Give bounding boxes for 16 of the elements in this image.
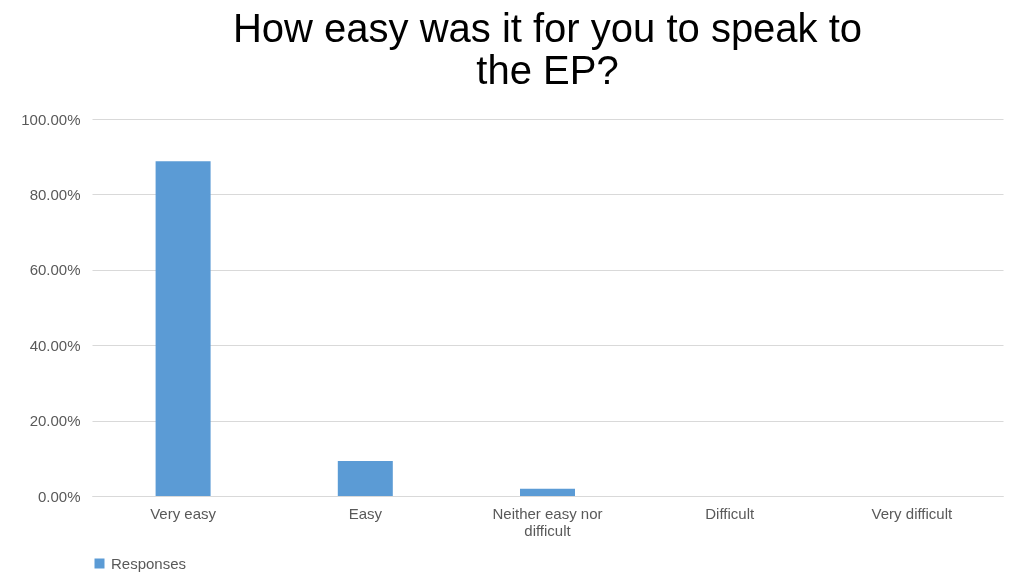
x-tick-label: Neither easy nor difficult [492,504,603,539]
y-tick-label: 80.00% [29,185,81,203]
chart-title: How easy was it for you to speak to the EP? [232,6,863,92]
legend-label: Responses [111,554,187,572]
y-tick-label: 20.00% [29,412,81,430]
y-tick-label: 40.00% [29,336,81,354]
x-tick-label: Difficult [705,504,755,522]
x-tick-label: Very easy [150,504,217,522]
y-tick-label: 100.00% [21,110,81,128]
y-tick-label: 0.00% [37,487,81,505]
bar [520,488,575,496]
x-tick-label: Easy [348,504,383,522]
y-tick-label: 60.00% [29,261,81,279]
bar [337,460,393,496]
bar [155,161,211,496]
x-tick-label: Very difficult [871,504,954,522]
